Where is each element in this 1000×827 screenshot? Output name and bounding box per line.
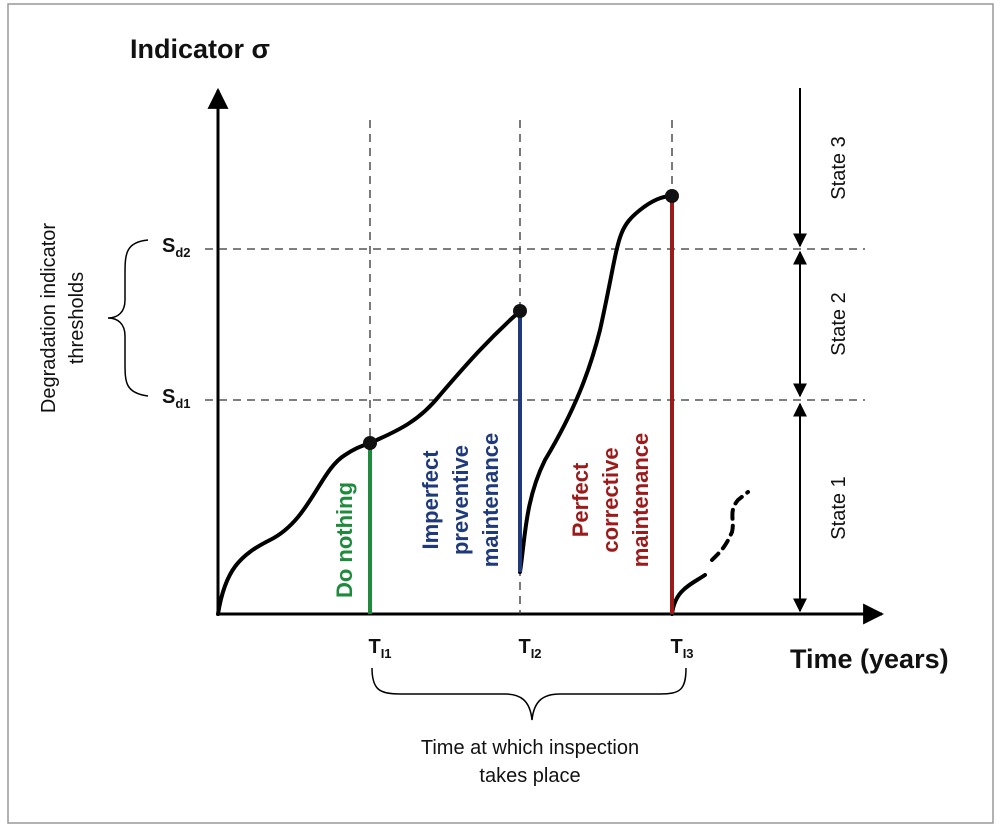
inspection-time-label: TI3 xyxy=(670,636,693,661)
action-label: corrective xyxy=(598,447,623,552)
threshold-label-sub: d1 xyxy=(175,396,190,411)
thresholds-label: thresholds xyxy=(66,272,88,364)
threshold-label: Sd1 xyxy=(162,386,191,411)
action-label: Perfect xyxy=(568,462,593,537)
inspection-label: takes place xyxy=(479,765,580,787)
threshold-brace xyxy=(107,239,149,397)
inspection-time-label-base: T xyxy=(670,636,682,658)
threshold-label-base: S xyxy=(162,235,175,257)
action-label: Imperfect xyxy=(418,450,443,550)
state-label: State 2 xyxy=(828,292,850,355)
state-label: State 1 xyxy=(828,476,850,539)
state-label: State 3 xyxy=(828,136,850,199)
action-label: preventive xyxy=(448,445,473,555)
x-axis-label: Time (years) xyxy=(790,644,949,674)
inspection-time-label-sub: I1 xyxy=(381,646,392,661)
threshold-label-base: S xyxy=(162,386,175,408)
inspection-time-label-base: T xyxy=(518,636,530,658)
thresholds-label: Degradation indicator xyxy=(38,223,60,413)
inspection-label: Time at which inspection xyxy=(421,737,639,759)
threshold-label-sub: d2 xyxy=(175,245,190,260)
inspection-time-label: TI2 xyxy=(518,636,541,661)
frame xyxy=(7,3,994,824)
inspection-time-label-sub: I2 xyxy=(531,646,542,661)
action-label: maintenance xyxy=(628,433,653,568)
inspection-time-label: TI1 xyxy=(368,636,391,661)
inspection-points xyxy=(363,189,679,450)
degradation-curve xyxy=(216,194,750,616)
action-label: maintenance xyxy=(478,433,503,568)
threshold-label: Sd2 xyxy=(162,235,191,260)
inspection-time-label-sub: I3 xyxy=(683,646,694,661)
inspection-time-label-base: T xyxy=(368,636,380,658)
y-axis-label: Indicator σ xyxy=(130,34,270,64)
action-label: Do nothing xyxy=(332,482,357,598)
inspection-brace xyxy=(371,667,687,721)
guides xyxy=(205,120,865,614)
